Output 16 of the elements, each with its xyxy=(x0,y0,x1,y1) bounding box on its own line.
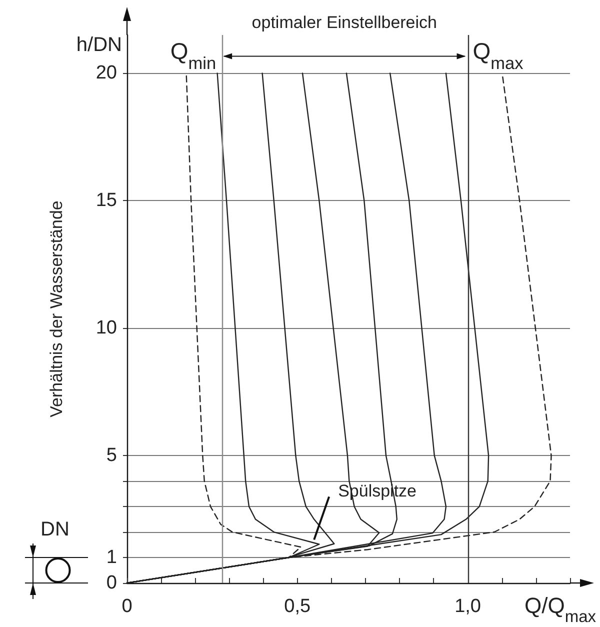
x-tick-label: 1,0 xyxy=(454,596,481,617)
text: optimaler Einstellbereich xyxy=(252,13,438,32)
y-tick-label: 0 xyxy=(106,572,117,594)
y-tick-label: 20 xyxy=(96,62,117,84)
text: DN xyxy=(40,518,70,541)
ref-line-label: Q$_{max}$ xyxy=(472,38,524,74)
x-axis-title: Q/Q$_{max}$ xyxy=(524,593,597,626)
text: h/DN xyxy=(76,34,122,56)
ref-line-label: Q$_{min}$ xyxy=(170,38,216,74)
y-tick-label: 10 xyxy=(96,318,117,339)
y-tick-label: 1 xyxy=(106,547,117,568)
y-tick-label: 15 xyxy=(96,190,117,212)
x-tick-label: 0,5 xyxy=(284,596,311,617)
y-tick-label: 5 xyxy=(106,445,117,466)
x-tick-label: 0 xyxy=(122,596,132,617)
y-axis-title: Verhältnis der Wasserstände xyxy=(47,200,66,418)
